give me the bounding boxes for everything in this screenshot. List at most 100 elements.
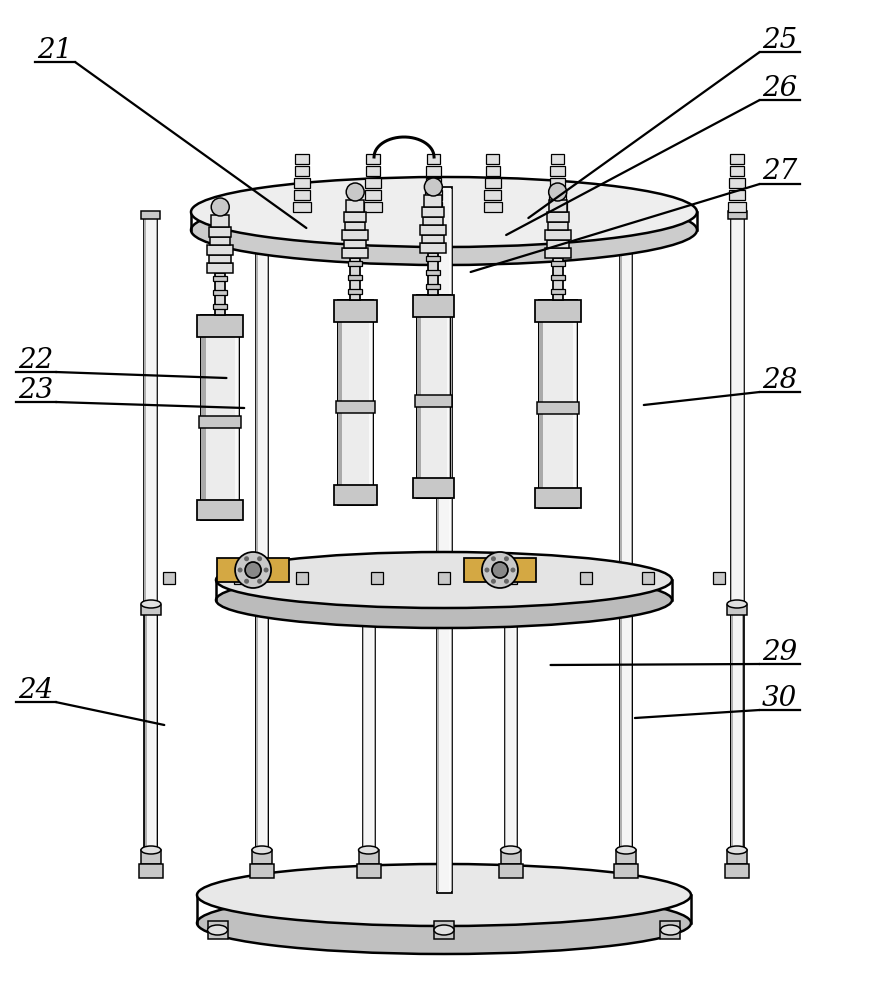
Ellipse shape: [141, 600, 161, 608]
Bar: [741, 614, 743, 850]
Bar: [365, 190, 381, 200]
Bar: [551, 289, 565, 294]
Circle shape: [245, 562, 261, 578]
Text: 29: 29: [762, 639, 797, 666]
Bar: [551, 261, 565, 266]
Bar: [617, 211, 635, 219]
Bar: [266, 614, 268, 850]
Bar: [197, 500, 243, 520]
Bar: [294, 178, 310, 188]
Bar: [426, 270, 440, 275]
Bar: [155, 614, 157, 850]
Bar: [141, 850, 161, 864]
Bar: [485, 190, 501, 200]
Bar: [547, 212, 568, 222]
Bar: [342, 248, 369, 258]
Bar: [253, 211, 271, 219]
Bar: [213, 304, 227, 309]
Bar: [420, 225, 447, 235]
Bar: [207, 245, 234, 255]
Bar: [141, 211, 161, 219]
Text: 24: 24: [18, 676, 53, 704]
Bar: [141, 864, 161, 872]
Ellipse shape: [216, 552, 672, 608]
Bar: [373, 614, 375, 850]
Ellipse shape: [501, 600, 520, 608]
Bar: [731, 612, 743, 852]
Bar: [515, 614, 517, 850]
Bar: [367, 154, 379, 164]
Ellipse shape: [727, 846, 747, 854]
Bar: [145, 217, 147, 866]
Bar: [438, 572, 450, 584]
Bar: [350, 258, 361, 300]
Bar: [215, 273, 226, 315]
Ellipse shape: [252, 600, 272, 608]
Circle shape: [258, 556, 262, 561]
Bar: [730, 166, 744, 176]
Circle shape: [258, 579, 262, 584]
Bar: [573, 305, 576, 503]
Bar: [727, 864, 747, 872]
Bar: [731, 215, 743, 868]
Bar: [551, 166, 565, 176]
Text: 27: 27: [762, 158, 797, 185]
Bar: [741, 217, 743, 866]
Bar: [504, 614, 506, 850]
Bar: [202, 315, 239, 520]
Bar: [213, 290, 227, 295]
Bar: [550, 190, 566, 200]
Bar: [348, 289, 362, 294]
Circle shape: [485, 567, 489, 572]
Ellipse shape: [549, 183, 567, 201]
Bar: [552, 258, 563, 300]
Bar: [426, 166, 440, 176]
Bar: [464, 558, 536, 582]
Bar: [539, 305, 543, 503]
Ellipse shape: [141, 846, 161, 854]
Bar: [642, 572, 654, 584]
Bar: [334, 300, 377, 322]
Text: 30: 30: [762, 684, 797, 711]
Bar: [345, 212, 366, 222]
Bar: [427, 154, 440, 164]
Text: 22: 22: [18, 347, 53, 373]
Bar: [727, 211, 747, 219]
Ellipse shape: [216, 572, 672, 628]
Bar: [425, 178, 441, 188]
Bar: [729, 178, 745, 188]
Bar: [155, 217, 157, 866]
Bar: [217, 558, 289, 582]
Bar: [547, 240, 568, 248]
Bar: [211, 215, 229, 227]
Circle shape: [238, 567, 242, 572]
Bar: [346, 200, 364, 212]
Bar: [549, 202, 567, 212]
Circle shape: [491, 556, 496, 561]
Bar: [731, 217, 733, 866]
Bar: [210, 237, 230, 245]
Bar: [145, 612, 157, 852]
Bar: [426, 284, 440, 289]
Text: 26: 26: [762, 75, 797, 102]
Bar: [484, 202, 502, 212]
Bar: [356, 864, 381, 878]
Bar: [434, 921, 454, 939]
Bar: [423, 235, 444, 243]
Ellipse shape: [616, 846, 636, 854]
Bar: [485, 178, 501, 188]
Bar: [139, 864, 163, 878]
Ellipse shape: [661, 925, 680, 935]
Bar: [425, 190, 441, 200]
Bar: [210, 227, 231, 237]
Bar: [447, 300, 450, 493]
Text: 25: 25: [762, 26, 797, 53]
Bar: [616, 605, 636, 615]
Text: 23: 23: [18, 376, 53, 403]
Bar: [253, 864, 271, 872]
Bar: [620, 612, 632, 852]
Bar: [486, 166, 500, 176]
Bar: [549, 200, 567, 212]
Bar: [334, 485, 377, 505]
Ellipse shape: [424, 178, 442, 196]
